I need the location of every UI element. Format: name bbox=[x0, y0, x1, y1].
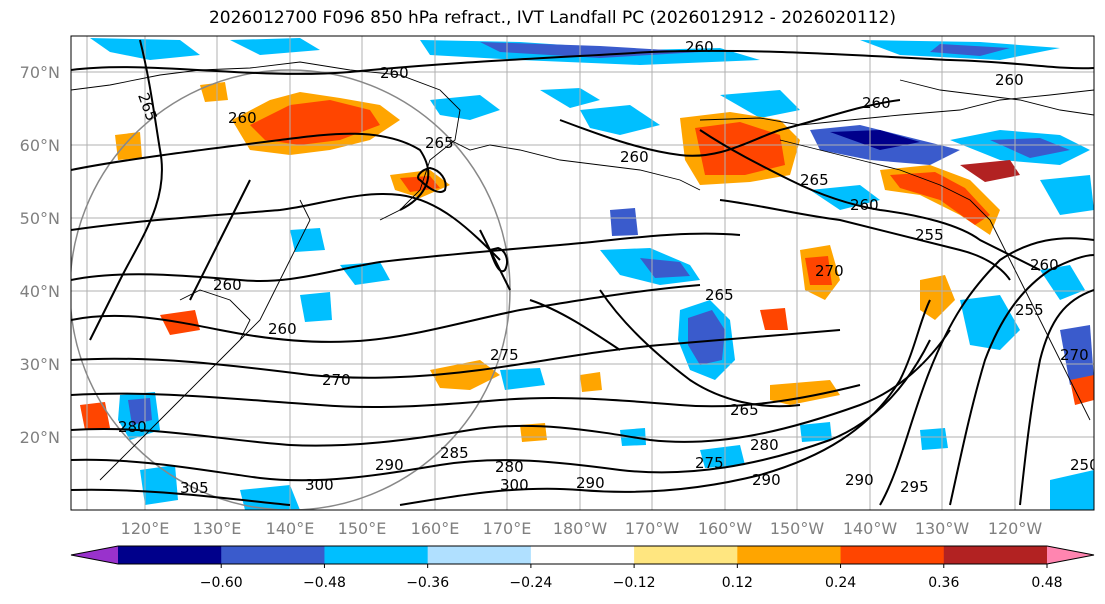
contour-label: 265 bbox=[800, 171, 829, 189]
contour-label: 280 bbox=[495, 458, 524, 476]
lat-label-40: 40°N bbox=[20, 282, 60, 301]
contour-label: 270 bbox=[1060, 346, 1089, 364]
lat-label-70: 70°N bbox=[20, 63, 60, 82]
contour-label: 290 bbox=[375, 456, 404, 474]
lat-label-30: 30°N bbox=[20, 355, 60, 374]
contour-label: 260 bbox=[850, 196, 879, 214]
contour-label: 305 bbox=[180, 479, 209, 497]
contour-label: 265 bbox=[425, 134, 454, 152]
contour-label: 260 bbox=[685, 38, 714, 56]
colorbar-tick-label: −0.24 bbox=[509, 575, 552, 591]
contour-label: 250 bbox=[1070, 456, 1099, 474]
contour-label: 300 bbox=[305, 476, 334, 494]
contour-label: 290 bbox=[752, 471, 781, 489]
colorbar-extend-max bbox=[1047, 546, 1094, 564]
colorbar-tick-label: 0.36 bbox=[928, 575, 959, 591]
lat-label-60: 60°N bbox=[20, 136, 60, 155]
colorbar-segment bbox=[737, 546, 842, 564]
colorbar-segment bbox=[634, 546, 738, 564]
lon-label: 140°E bbox=[266, 519, 315, 538]
contour-label: 265 bbox=[705, 286, 734, 304]
contour-label: 275 bbox=[695, 454, 724, 472]
lon-label: 120°W bbox=[988, 519, 1043, 538]
contour-label: 260 bbox=[380, 64, 409, 82]
lon-label: 140°W bbox=[843, 519, 898, 538]
contour-label: 280 bbox=[750, 436, 779, 454]
colorbar-tick-label: 0.12 bbox=[722, 575, 753, 591]
lon-label: 170°W bbox=[625, 519, 680, 538]
colorbar: −0.60 −0.48 −0.36 −0.24 −0.12 0.12 0.24 0.36 0.4… bbox=[70, 545, 1095, 591]
contour-label: 260 bbox=[862, 94, 891, 112]
colorbar-tick-label: −0.60 bbox=[200, 575, 243, 591]
contour-label: 295 bbox=[900, 478, 929, 496]
contour-label: 255 bbox=[915, 226, 944, 244]
colorbar-tick-label: −0.36 bbox=[406, 575, 449, 591]
colorbar-segment bbox=[324, 546, 429, 564]
contour-label: 260 bbox=[620, 148, 649, 166]
lon-label: 120°E bbox=[121, 519, 170, 538]
contour-label: 260 bbox=[213, 276, 242, 294]
colorbar-outline bbox=[70, 545, 1095, 565]
contour-label: 265 bbox=[730, 401, 759, 419]
colorbar-tick-label: −0.12 bbox=[613, 575, 656, 591]
contour-lines bbox=[71, 39, 1094, 506]
shading-layer bbox=[80, 38, 1094, 510]
colorbar-segment bbox=[118, 546, 222, 564]
contour-label: 270 bbox=[815, 262, 844, 280]
colorbar-segment bbox=[427, 546, 532, 564]
colorbar-segment bbox=[221, 546, 325, 564]
colorbar-segment bbox=[840, 546, 945, 564]
lon-label: 160°E bbox=[411, 519, 460, 538]
longitude-labels: 120°E 130°E 140°E 150°E 160°E 170°E 180°… bbox=[121, 519, 1043, 538]
colorbar-ticks: −0.60 −0.48 −0.36 −0.24 −0.12 0.12 0.24 0.36 0.4… bbox=[200, 564, 1063, 591]
map-border bbox=[70, 35, 1095, 511]
contour-label: 300 bbox=[500, 476, 529, 494]
lon-label: 180°W bbox=[553, 519, 608, 538]
contour-label: 280 bbox=[118, 418, 147, 436]
contour-label: 260 bbox=[1030, 256, 1059, 274]
lon-label: 130°W bbox=[915, 519, 970, 538]
lon-label: 170°E bbox=[483, 519, 532, 538]
contour-label: 260 bbox=[995, 71, 1024, 89]
colorbar-tick-label: −0.48 bbox=[303, 575, 346, 591]
contour-label: 260 bbox=[228, 109, 257, 127]
lat-label-50: 50°N bbox=[20, 209, 60, 228]
contour-label: 270 bbox=[322, 371, 351, 389]
lat-label-20: 20°N bbox=[20, 428, 60, 447]
lon-label: 160°W bbox=[698, 519, 753, 538]
lon-label: 150°W bbox=[770, 519, 825, 538]
colorbar-tick-label: 0.24 bbox=[825, 575, 856, 591]
lon-label: 150°E bbox=[338, 519, 387, 538]
map-title: 2026012700 F096 850 hPa refract., IVT La… bbox=[208, 8, 896, 28]
contour-label: 260 bbox=[268, 320, 297, 338]
contour-label: 255 bbox=[1015, 301, 1044, 319]
contour-label: 290 bbox=[845, 471, 874, 489]
latitude-labels: 70°N 60°N 50°N 40°N 30°N 20°N bbox=[20, 63, 60, 447]
colorbar-extend-min bbox=[71, 546, 118, 564]
colorbar-segment bbox=[943, 546, 1048, 564]
contour-label: 275 bbox=[490, 346, 519, 364]
colorbar-segment bbox=[530, 546, 635, 564]
lon-label: 130°E bbox=[193, 519, 242, 538]
colorbar-tick-label: 0.48 bbox=[1031, 575, 1062, 591]
contour-label-group: 260 260 265 260 260 260 260 265 265 260 … bbox=[118, 38, 1099, 497]
contour-label: 290 bbox=[576, 474, 605, 492]
colorbar-segments bbox=[71, 546, 1094, 564]
contour-label: 285 bbox=[440, 444, 469, 462]
